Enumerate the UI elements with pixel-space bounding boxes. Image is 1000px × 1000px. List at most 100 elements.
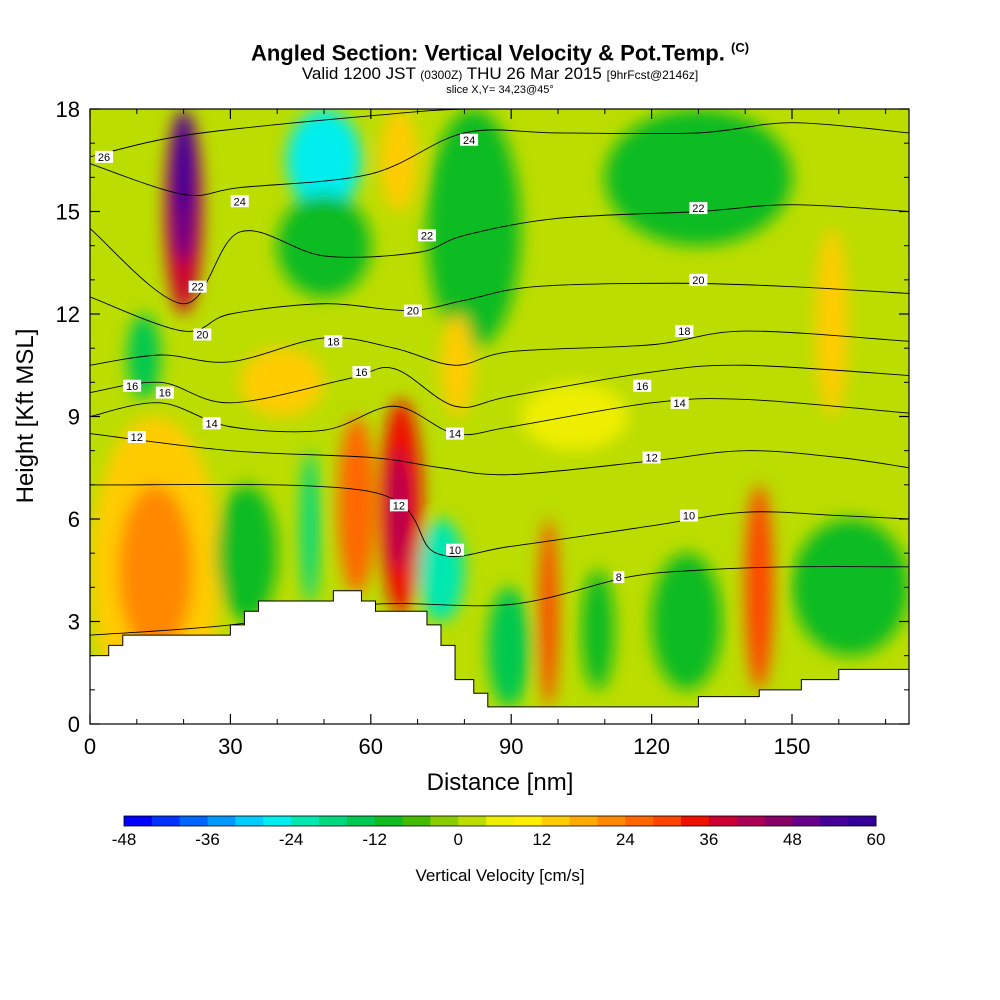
colorbar-swatch — [681, 816, 710, 826]
isoline-label-bg — [123, 379, 142, 392]
isoline-label: 12 — [127, 431, 146, 444]
subtitle-forecast: [9hrFcst@2146z] — [606, 68, 699, 83]
isoline-label-bg — [689, 273, 708, 286]
isoline-label-text: 18 — [327, 336, 339, 348]
isoline-label-bg — [675, 325, 694, 338]
colorbar-swatch — [318, 816, 348, 826]
isoline-label-bg — [193, 328, 212, 341]
isoline-label-text: 26 — [98, 152, 110, 164]
colorbar-swatch — [402, 816, 431, 826]
isoline-label: 14 — [446, 427, 465, 441]
velocity-cell-24 — [815, 228, 849, 417]
colorbar-swatch — [179, 816, 209, 826]
isoline-label: 12 — [642, 451, 661, 465]
isoline-label-text: 14 — [206, 418, 218, 430]
velocity-cell-21 — [581, 570, 615, 690]
isoline-label-bg — [680, 509, 699, 522]
colorbar-swatch — [764, 816, 793, 826]
velocity-cell-9 — [239, 348, 324, 417]
velocity-cell-7 — [277, 194, 371, 297]
velocity-cell-4 — [174, 109, 193, 212]
x-tick-label: 60 — [359, 734, 383, 759]
isoline-label-text: 14 — [449, 429, 461, 441]
title-text: Angled Section: Vertical Velocity & Pot.… — [250, 40, 725, 66]
isoline-label-bg — [155, 386, 174, 399]
isoline-label-text: 12 — [393, 500, 405, 512]
isoline-label-text: 16 — [355, 367, 367, 379]
colorbar-tick-label: -12 — [362, 830, 387, 849]
colorbar-swatch — [374, 816, 404, 826]
isoline-label-text: 16 — [159, 388, 171, 400]
isoline-label-bg — [324, 335, 343, 348]
x-tick-label: 90 — [499, 734, 523, 759]
isoline-label: 22 — [188, 280, 207, 294]
colorbar-swatch — [346, 816, 376, 826]
isoline-label: 10 — [446, 543, 465, 557]
colorbar-frame — [123, 815, 877, 827]
velocity-cell-18 — [520, 382, 629, 451]
isoline-label: 16 — [633, 379, 652, 393]
isoline-label-bg — [202, 417, 221, 430]
velocity-cell-23 — [745, 484, 774, 690]
colorbar-tick-label: -36 — [195, 830, 220, 849]
isoline-label-bg — [417, 229, 436, 242]
x-tick-label: 0 — [84, 734, 96, 759]
y-tick-label: 9 — [68, 405, 80, 430]
colorbar-swatch — [124, 816, 153, 826]
isoline-label: 24 — [460, 133, 479, 147]
x-tick-label: 150 — [774, 734, 811, 759]
colorbar-swatch — [792, 816, 821, 826]
isoline-label-text: 12 — [131, 432, 143, 444]
chart-title-block: Angled Section: Vertical Velocity & Pot.… — [0, 36, 1000, 96]
y-tick-label: 0 — [68, 712, 80, 737]
velocity-cell-8 — [380, 109, 418, 212]
colorbar-swatch — [820, 816, 849, 826]
x-tick-label: 30 — [218, 734, 242, 759]
colorbar-swatch — [151, 816, 181, 826]
isoline-label: 16 — [155, 386, 174, 400]
isoline-12 — [90, 433, 909, 476]
velocity-cell-12 — [338, 416, 376, 595]
y-tick-label: 12 — [56, 302, 80, 327]
colorbar-swatch — [625, 816, 654, 826]
chart-title: Angled Section: Vertical Velocity & Pot.… — [0, 36, 1000, 65]
isoline-label-text: 22 — [421, 230, 433, 242]
colorbar-swatch — [207, 816, 236, 826]
velocity-cell-22 — [651, 553, 722, 690]
isoline-label-text: 20 — [196, 330, 208, 342]
plot-area: 26 24 24 22 22 22 20 20 20 18 18 16 16 16 16 14 14 14 12 12… — [90, 109, 909, 724]
colorbar-swatch — [569, 816, 598, 826]
colorbar-swatch — [430, 816, 459, 826]
velocity-cell-6 — [286, 109, 362, 212]
isoline-label-bg — [127, 431, 146, 443]
isoline-label-text: 20 — [407, 306, 419, 318]
velocity-cell-16 — [426, 109, 521, 349]
colorbar-swatch — [486, 816, 515, 826]
isoline-label-bg — [633, 379, 652, 392]
isoline-label-bg — [613, 571, 625, 584]
isoline-label-bg — [95, 150, 114, 163]
isoline-label-bg — [689, 202, 708, 215]
isoline-label-bg — [389, 499, 408, 512]
slice-info: slice X,Y= 34,23@45° — [446, 84, 554, 97]
colorbar-swatch — [541, 816, 571, 826]
isoline-label: 10 — [680, 509, 699, 523]
colorbar-tick-label: -24 — [279, 830, 304, 849]
isoline-label-text: 16 — [636, 381, 648, 393]
isoline-label-text: 10 — [449, 545, 461, 557]
isoline-label-bg — [230, 195, 249, 208]
colorbar-tick-label: 36 — [699, 830, 718, 849]
isoline-label: 14 — [202, 417, 221, 430]
isoline-label-bg — [188, 280, 207, 293]
axes: 0 30 60 90 120 150 0 3 6 9 12 15 18 — [56, 97, 909, 759]
colorbar-swatch — [736, 816, 766, 826]
isoline-label: 22 — [417, 229, 436, 242]
isoline-label: 16 — [352, 366, 371, 379]
chart-subtitle: Valid 1200 JST (0300Z) THU 26 Mar 2015 [… — [0, 65, 1000, 84]
colorbar-swatch — [291, 816, 320, 826]
subtitle-date: THU 26 Mar 2015 — [466, 64, 602, 84]
y-tick-label: 3 — [68, 610, 80, 635]
isoline-label-text: 12 — [645, 453, 657, 465]
isoline-label: 20 — [193, 328, 212, 342]
subtitle-zulu: (0300Z) — [420, 68, 463, 83]
